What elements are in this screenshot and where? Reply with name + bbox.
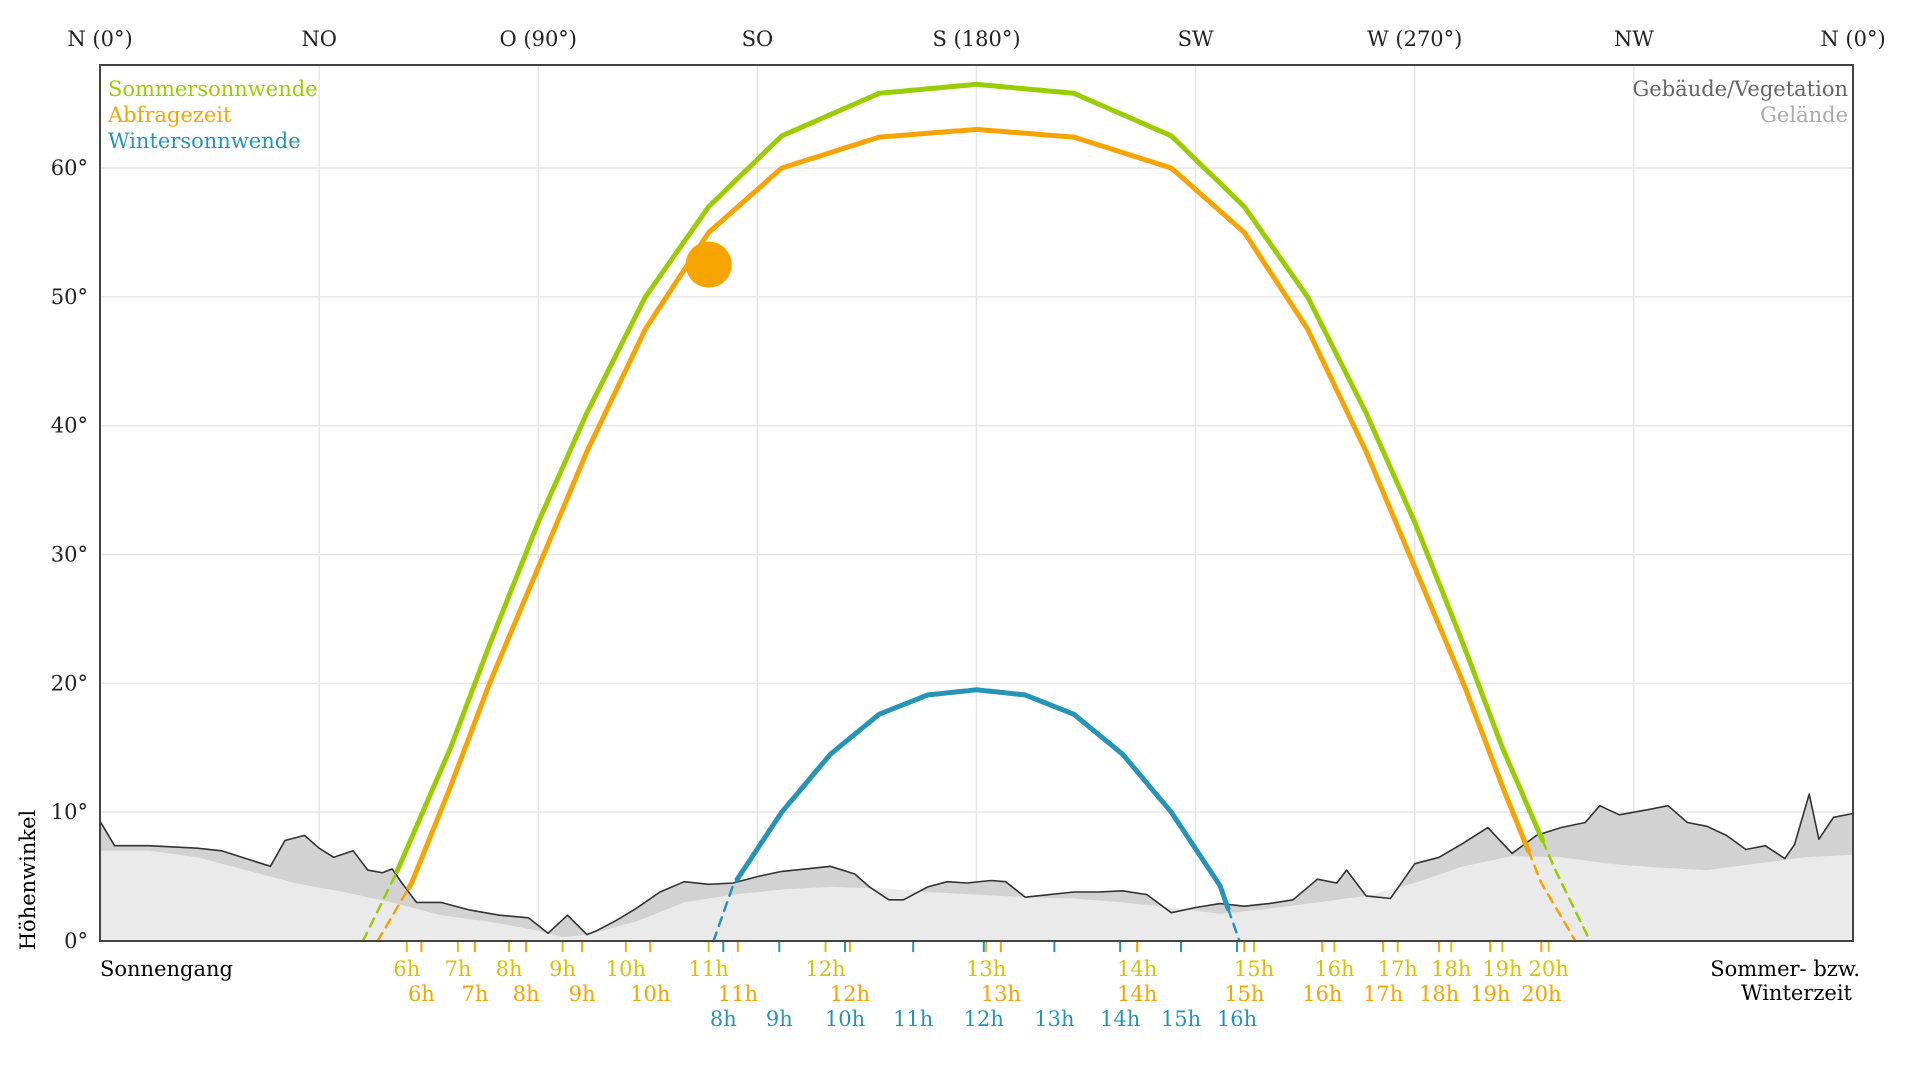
hour-label-abfrage: 16h xyxy=(1302,982,1342,1006)
hour-label-abfrage: 9h xyxy=(569,982,596,1006)
hour-label-abfrage: 19h xyxy=(1470,982,1510,1006)
sun-position-marker xyxy=(685,241,732,288)
hour-ticks xyxy=(405,942,1550,952)
y-tick-label: 30° xyxy=(51,543,88,567)
hour-label-sommer: 15h xyxy=(1234,957,1274,981)
legend-entry-sommersonnwende: Sommersonnwende xyxy=(108,77,318,101)
hour-label-winter: 16h xyxy=(1217,1007,1257,1031)
x-tick-label: S (180°) xyxy=(932,27,1020,51)
plot-frame xyxy=(99,64,1854,942)
axis-labels: N (0°) NO O (90°) SO S (180°) SW W (270°) NW N (… xyxy=(51,27,1886,1031)
hour-label-abfrage: 18h xyxy=(1419,982,1459,1006)
x-tick-label: W (270°) xyxy=(1367,27,1462,51)
hour-label-winter: 11h xyxy=(893,1007,933,1031)
hour-label-winter: 10h xyxy=(825,1007,865,1031)
hour-label-abfrage: 14h xyxy=(1117,982,1157,1006)
hour-label-abfrage: 11h xyxy=(718,982,758,1006)
hour-label-sommer: 18h xyxy=(1431,957,1471,981)
x-axis-left-caption: Sonnengang xyxy=(100,957,233,981)
x-tick-label: SW xyxy=(1178,27,1214,51)
obstacle-horizon-line xyxy=(99,793,1854,936)
hour-label-sommer: 20h xyxy=(1529,957,1569,981)
legend-left: Sommersonnwende Abfragezeit Wintersonnwe… xyxy=(107,77,318,153)
hour-label-abfrage: 7h xyxy=(462,982,489,1006)
hour-label-winter: 15h xyxy=(1161,1007,1201,1031)
series-sommersonnwende-hidden xyxy=(361,870,399,943)
series-sommersonnwende-hidden xyxy=(1541,839,1592,943)
series-wintersonnwende-hidden xyxy=(712,878,739,943)
hour-label-sommer: 6h xyxy=(393,957,420,981)
hour-label-abfrage: 17h xyxy=(1363,982,1403,1006)
hour-label-sommer: 7h xyxy=(444,957,471,981)
y-axis-label: Höhenwinkel xyxy=(16,809,40,950)
legend-entry-gelaende: Gelände xyxy=(1760,103,1848,127)
hour-label-winter: 13h xyxy=(1034,1007,1074,1031)
series-sommersonnwende-visible xyxy=(394,81,1546,874)
y-tick-label: 60° xyxy=(51,156,88,180)
hour-label-sommer: 13h xyxy=(966,957,1006,981)
hour-label-sommer: 11h xyxy=(689,957,729,981)
x-axis-right-caption-1: Sommer- bzw. xyxy=(1710,957,1860,981)
hour-label-sommer: 14h xyxy=(1117,957,1157,981)
hour-label-winter: 14h xyxy=(1100,1007,1140,1031)
x-tick-label: N (0°) xyxy=(67,27,132,51)
series-abfragezeit-visible xyxy=(406,126,1531,891)
series-abfragezeit-hidden xyxy=(1527,849,1577,943)
x-tick-label: O (90°) xyxy=(500,27,578,51)
hour-label-winter: 9h xyxy=(766,1007,793,1031)
y-tick-label: 0° xyxy=(64,929,88,953)
x-tick-label: NW xyxy=(1614,27,1654,51)
series-abfragezeit-hidden xyxy=(376,886,411,943)
hour-label-sommer: 16h xyxy=(1314,957,1354,981)
hour-label-abfrage: 15h xyxy=(1224,982,1264,1006)
hour-label-sommer: 17h xyxy=(1378,957,1418,981)
y-tick-label: 10° xyxy=(51,800,88,824)
series-wintersonnwende-visible xyxy=(734,687,1231,912)
hour-label-abfrage: 13h xyxy=(981,982,1021,1006)
legend-entry-abfragezeit: Abfragezeit xyxy=(107,103,232,127)
hour-label-abfrage: 20h xyxy=(1521,982,1561,1006)
sun-curves xyxy=(361,81,1592,943)
hour-label-winter: 8h xyxy=(710,1007,737,1031)
legend-right: Gebäude/Vegetation Gelände xyxy=(1633,77,1848,127)
x-tick-label: SO xyxy=(742,27,774,51)
hour-label-abfrage: 12h xyxy=(830,982,870,1006)
hour-label-winter: 12h xyxy=(964,1007,1004,1031)
y-tick-label: 50° xyxy=(51,285,88,309)
hour-label-sommer: 10h xyxy=(606,957,646,981)
x-tick-label: N (0°) xyxy=(1820,27,1885,51)
terrain-area xyxy=(100,850,1853,941)
hour-label-sommer: 12h xyxy=(805,957,845,981)
hour-label-abfrage: 6h xyxy=(408,982,435,1006)
series-wintersonnwende-hidden xyxy=(1226,907,1241,943)
hour-label-sommer: 9h xyxy=(549,957,576,981)
terrain-layer xyxy=(99,793,1854,941)
hour-label-abfrage: 10h xyxy=(630,982,670,1006)
y-tick-label: 20° xyxy=(51,671,88,695)
legend-entry-wintersonnwende: Wintersonnwende xyxy=(108,129,301,153)
hour-label-sommer: 8h xyxy=(496,957,523,981)
hour-label-abfrage: 8h xyxy=(513,982,540,1006)
x-tick-label: NO xyxy=(301,27,337,51)
legend-entry-gebaeude-vegetation: Gebäude/Vegetation xyxy=(1633,77,1848,101)
y-tick-label: 40° xyxy=(51,414,88,438)
hour-label-sommer: 19h xyxy=(1482,957,1522,981)
x-axis-right-caption-2: Winterzeit xyxy=(1741,981,1853,1005)
